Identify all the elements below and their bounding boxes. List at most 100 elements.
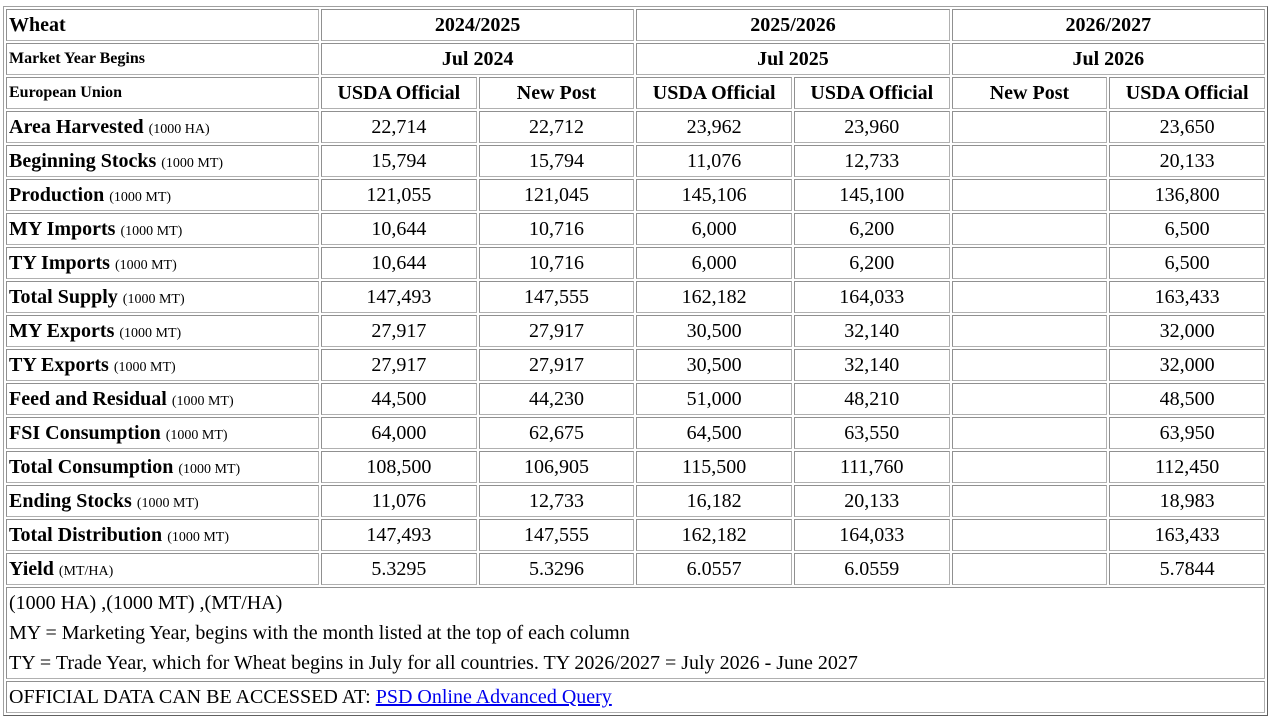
value-cell: 145,100 [793, 179, 950, 211]
value-cell [951, 315, 1108, 347]
market-year-label: Market Year Begins [6, 43, 319, 75]
value-cell [951, 247, 1108, 279]
table-row: TY Exports (1000 MT) 27,917 27,917 30,500 32… [6, 349, 1265, 381]
unit: (1000 HA) [148, 121, 210, 137]
value-cell: 23,650 [1109, 111, 1265, 143]
row-label: Production (1000 MT) [6, 179, 319, 211]
value-cell [951, 383, 1108, 415]
value-cell: 12,733 [793, 145, 950, 177]
table-row: Total Supply (1000 MT) 147,493 147,555 162,… [6, 281, 1265, 313]
value-cell: 106,905 [478, 451, 635, 483]
row-label: Beginning Stocks (1000 MT) [6, 145, 319, 177]
value-cell: 23,960 [793, 111, 950, 143]
value-cell: 32,140 [793, 315, 950, 347]
table-row: Area Harvested (1000 HA) 22,714 22,712 23,9… [6, 111, 1265, 143]
attribute-name: TY Exports [9, 353, 109, 376]
unit: (1000 MT) [120, 223, 183, 239]
table-row: Production (1000 MT) 121,055 121,045 145,10… [6, 179, 1265, 211]
value-cell: 20,133 [1109, 145, 1265, 177]
value-cell [951, 281, 1108, 313]
value-cell: 111,760 [793, 451, 950, 483]
begins-header: Jul 2026 [951, 43, 1265, 75]
value-cell: 27,917 [321, 349, 477, 381]
value-cell: 44,230 [478, 383, 635, 415]
value-cell: 6,000 [636, 213, 792, 245]
row-label: MY Imports (1000 MT) [6, 213, 319, 245]
attribute-name: Ending Stocks [9, 489, 132, 512]
attribute-name: MY Exports [9, 319, 115, 342]
value-cell: 112,450 [1109, 451, 1265, 483]
value-cell: 32,000 [1109, 349, 1265, 381]
value-cell: 136,800 [1109, 179, 1265, 211]
value-cell: 147,555 [478, 519, 635, 551]
table-row: Ending Stocks (1000 MT) 11,076 12,733 16,18… [6, 485, 1265, 517]
value-cell: 48,500 [1109, 383, 1265, 415]
value-cell: 6,500 [1109, 213, 1265, 245]
unit: (1000 MT) [109, 189, 172, 205]
value-cell: 15,794 [321, 145, 477, 177]
row-label: Total Supply (1000 MT) [6, 281, 319, 313]
value-cell: 121,045 [478, 179, 635, 211]
table-row: MY Imports (1000 MT) 10,644 10,716 6,000 6,2… [6, 213, 1265, 245]
unit: (MT/HA) [58, 563, 114, 579]
source-header: USDA Official [321, 77, 477, 109]
table-row: FSI Consumption (1000 MT) 64,000 62,675 64,… [6, 417, 1265, 449]
attribute-name: Production [9, 183, 105, 206]
value-cell: 115,500 [636, 451, 792, 483]
value-cell: 44,500 [321, 383, 477, 415]
value-cell: 10,644 [321, 213, 477, 245]
value-cell: 30,500 [636, 315, 792, 347]
attribute-name: MY Imports [9, 217, 116, 240]
value-cell: 22,714 [321, 111, 477, 143]
unit: (1000 MT) [136, 495, 199, 511]
value-cell: 147,493 [321, 519, 477, 551]
value-cell: 16,182 [636, 485, 792, 517]
table-row: TY Imports (1000 MT) 10,644 10,716 6,000 6,2… [6, 247, 1265, 279]
value-cell: 6,500 [1109, 247, 1265, 279]
value-cell: 20,133 [793, 485, 950, 517]
unit: (1000 MT) [119, 325, 182, 341]
unit: (1000 MT) [178, 461, 241, 477]
value-cell: 5.7844 [1109, 553, 1265, 585]
unit: (1000 MT) [165, 427, 228, 443]
value-cell: 51,000 [636, 383, 792, 415]
row-label: Feed and Residual (1000 MT) [6, 383, 319, 415]
value-cell: 18,983 [1109, 485, 1265, 517]
value-cell: 64,500 [636, 417, 792, 449]
table-row: Feed and Residual (1000 MT) 44,500 44,230 5… [6, 383, 1265, 415]
value-cell: 163,433 [1109, 519, 1265, 551]
attribute-name: Total Supply [9, 285, 118, 308]
access-text: OFFICIAL DATA CAN BE ACCESSED AT: [9, 686, 376, 708]
year-header: 2026/2027 [951, 9, 1265, 41]
table-row: MY Exports (1000 MT) 27,917 27,917 30,500 32… [6, 315, 1265, 347]
value-cell: 10,644 [321, 247, 477, 279]
unit: (1000 MT) [171, 393, 234, 409]
value-cell [951, 417, 1108, 449]
attribute-name: Total Distribution [9, 523, 163, 546]
unit: (1000 MT) [122, 291, 185, 307]
psd-wheat-table: Wheat 2024/2025 2025/2026 2026/2027 Mark… [3, 6, 1268, 716]
value-cell: 63,950 [1109, 417, 1265, 449]
source-header: USDA Official [1109, 77, 1265, 109]
table-row: Beginning Stocks (1000 MT) 15,794 15,794 11… [6, 145, 1265, 177]
value-cell: 6,200 [793, 247, 950, 279]
value-cell: 10,716 [478, 247, 635, 279]
psd-online-link[interactable]: PSD Online Advanced Query [375, 686, 612, 708]
value-cell: 164,033 [793, 281, 950, 313]
attribute-name: Yield [9, 557, 54, 580]
value-cell [951, 213, 1108, 245]
value-cell: 5.3295 [321, 553, 477, 585]
year-header: 2024/2025 [321, 9, 635, 41]
value-cell: 48,210 [793, 383, 950, 415]
value-cell [951, 179, 1108, 211]
value-cell [951, 111, 1108, 143]
value-cell [951, 519, 1108, 551]
begins-header: Jul 2025 [636, 43, 950, 75]
value-cell: 163,433 [1109, 281, 1265, 313]
value-cell: 30,500 [636, 349, 792, 381]
year-header: 2025/2026 [636, 9, 950, 41]
value-cell: 10,716 [478, 213, 635, 245]
attribute-name: Area Harvested [9, 115, 144, 138]
row-label: TY Imports (1000 MT) [6, 247, 319, 279]
value-cell: 27,917 [478, 315, 635, 347]
